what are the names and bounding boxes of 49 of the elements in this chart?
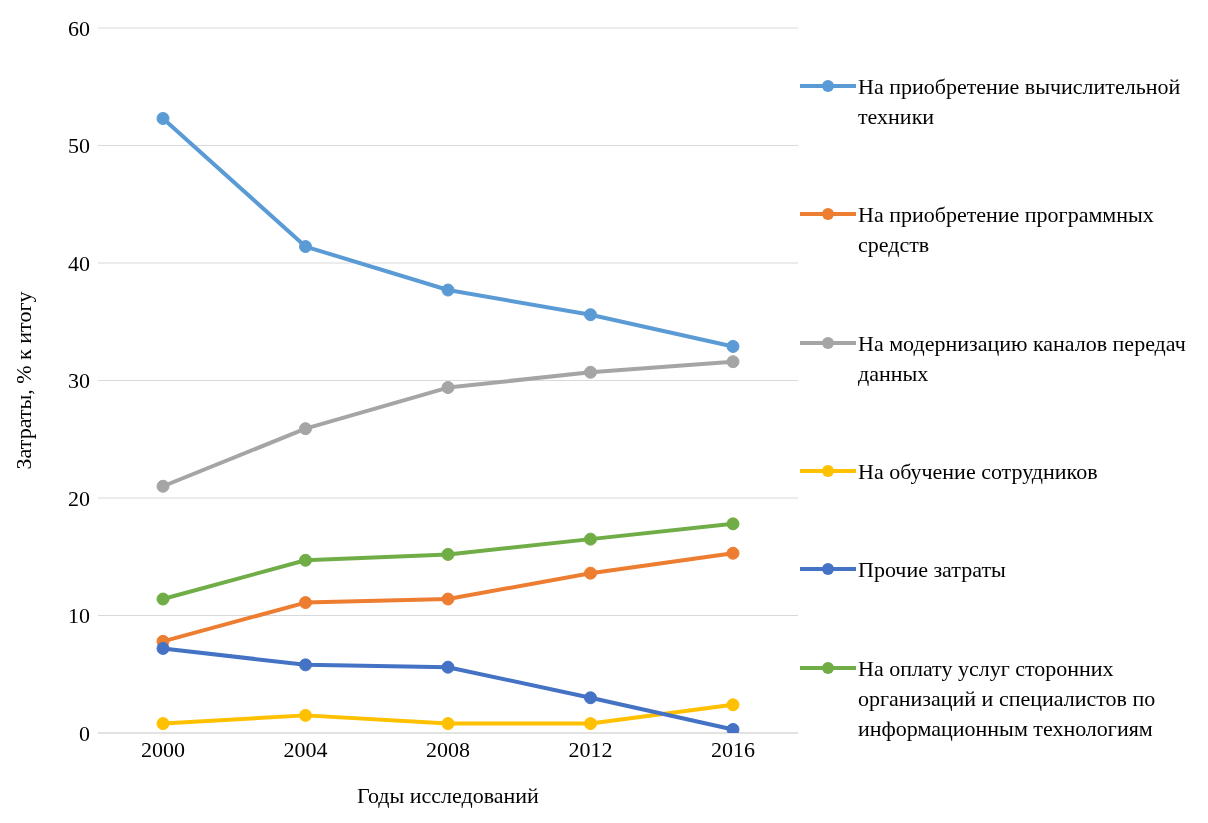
point — [584, 365, 597, 379]
y-tick-label: 60 — [68, 15, 90, 41]
point — [156, 717, 170, 731]
point — [441, 381, 455, 395]
point — [299, 596, 312, 610]
y-tick-label: 50 — [68, 133, 90, 159]
point — [156, 111, 170, 125]
point — [726, 517, 740, 531]
point — [299, 553, 312, 567]
x-tick-label: 2008 — [426, 736, 470, 762]
point — [584, 691, 597, 705]
legend-label: На модернизацию каналов передач данных — [858, 329, 1187, 388]
point — [584, 532, 597, 546]
y-tick-label: 0 — [79, 720, 90, 746]
point — [584, 717, 597, 731]
point — [441, 660, 455, 674]
point — [299, 708, 312, 722]
x-axis-title: Годы исследований — [357, 783, 540, 808]
y-axis-title: Затраты, % к итогу — [10, 291, 36, 470]
point — [156, 641, 170, 655]
point — [726, 339, 740, 353]
y-tick-label: 40 — [68, 250, 90, 276]
point — [156, 479, 170, 493]
x-tick-label: 2000 — [141, 736, 185, 762]
point — [584, 308, 597, 322]
y-tick-label: 30 — [68, 368, 90, 394]
point — [156, 592, 170, 606]
point — [299, 422, 312, 436]
y-tick-label: 20 — [68, 485, 90, 511]
point — [726, 698, 740, 712]
point — [584, 566, 597, 580]
point — [441, 283, 455, 297]
point — [726, 355, 740, 369]
legend-label: На обучение сотрудников — [858, 458, 1099, 487]
point — [441, 547, 455, 561]
point — [299, 240, 312, 254]
legend-label: На приобретение вычислительной техники — [858, 73, 1182, 132]
point — [726, 546, 740, 560]
x-tick-label: 2016 — [711, 736, 755, 762]
point — [726, 722, 740, 733]
legend-label: На приобретение программных средств — [858, 201, 1155, 260]
point — [441, 592, 455, 606]
x-tick-label: 2004 — [283, 736, 328, 762]
x-tick-label: 2012 — [568, 736, 613, 762]
point — [299, 658, 312, 672]
legend-label: Прочие затраты — [858, 556, 1007, 585]
y-tick-label: 10 — [68, 603, 90, 629]
legend-label: На оплату услуг сторонних организаций и специалистов по информационным технологиям — [858, 654, 1157, 743]
point — [441, 717, 455, 731]
